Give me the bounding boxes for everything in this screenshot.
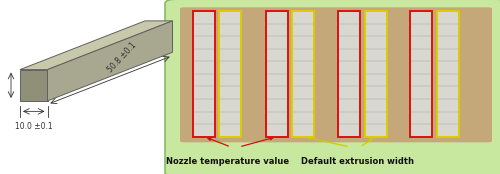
Text: Nozzle temperature value: Nozzle temperature value	[166, 157, 289, 166]
Bar	[292, 11, 314, 137]
Polygon shape	[20, 21, 172, 70]
Text: 50.8 ±0.1: 50.8 ±0.1	[106, 40, 138, 74]
Bar	[410, 11, 432, 137]
FancyBboxPatch shape	[165, 0, 500, 174]
FancyBboxPatch shape	[180, 7, 492, 142]
Bar	[436, 11, 458, 137]
Bar	[292, 11, 314, 137]
Bar	[436, 11, 458, 137]
Bar	[338, 11, 360, 137]
Bar	[338, 11, 360, 137]
Bar	[192, 11, 214, 137]
Bar	[410, 11, 432, 137]
Polygon shape	[48, 21, 172, 101]
Bar	[219, 11, 241, 137]
Bar	[364, 11, 386, 137]
Polygon shape	[20, 70, 48, 101]
Text: Default extrusion width: Default extrusion width	[301, 157, 414, 166]
Bar	[266, 11, 287, 137]
Bar	[266, 11, 287, 137]
Bar	[219, 11, 241, 137]
Text: 10.0 ±0.1: 10.0 ±0.1	[15, 122, 53, 131]
Bar	[192, 11, 214, 137]
Bar	[364, 11, 386, 137]
